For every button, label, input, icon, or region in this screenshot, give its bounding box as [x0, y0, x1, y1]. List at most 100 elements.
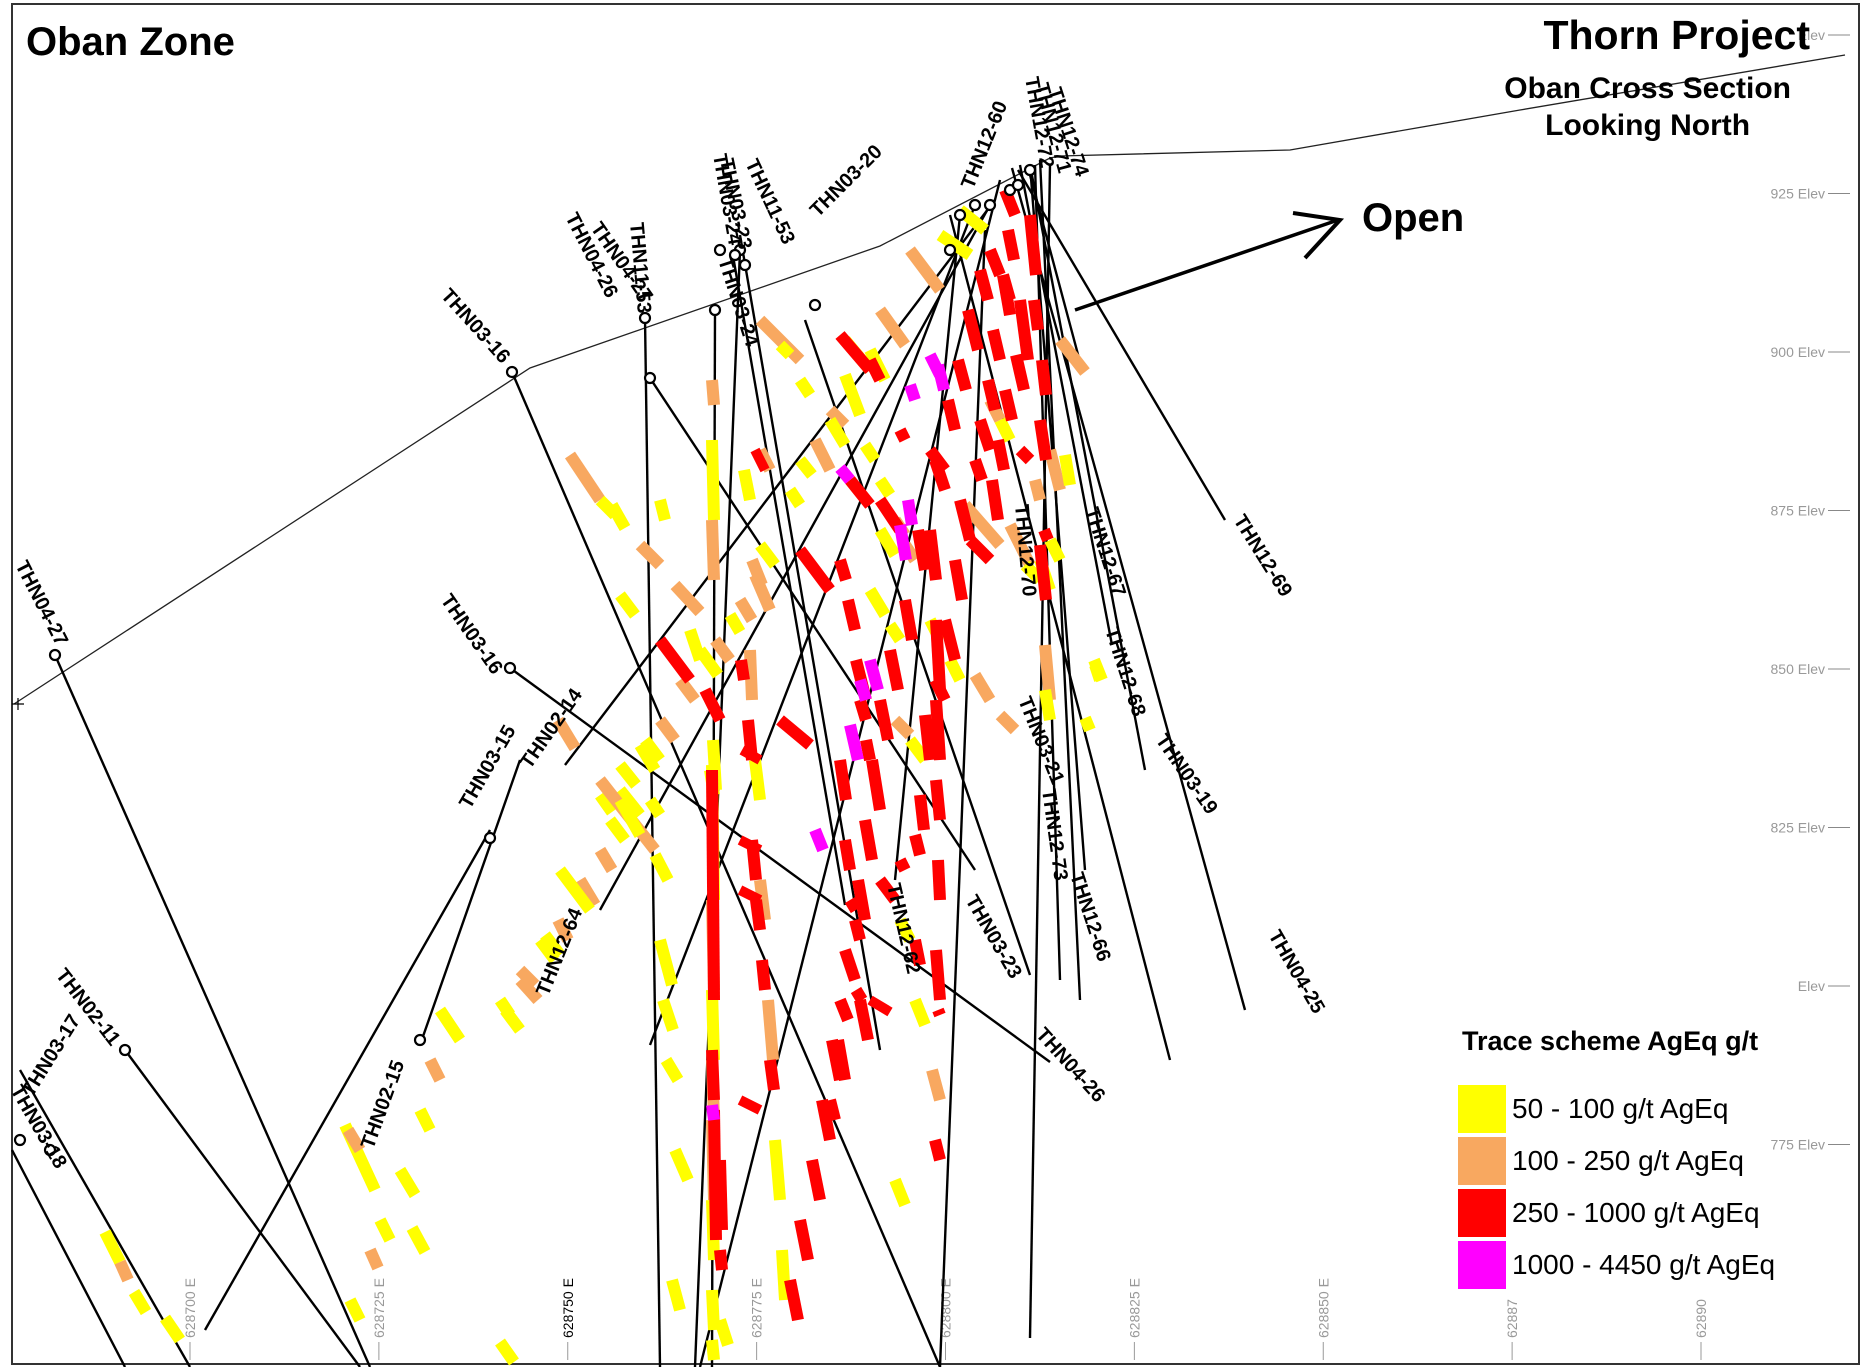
elevation-label: 850 Elev [1771, 661, 1825, 677]
assay-interval [816, 1098, 836, 1142]
legend-swatch [1458, 1189, 1506, 1237]
assay-interval [824, 416, 851, 449]
assay-interval [1034, 419, 1052, 461]
assay-interval [909, 833, 926, 857]
drill-trace [1038, 159, 1082, 1001]
assay-interval [954, 498, 976, 542]
assay-interval [939, 618, 961, 662]
assay-interval [930, 699, 946, 761]
easting-label: 628775 E [749, 1278, 765, 1338]
assay-interval [909, 938, 926, 967]
drill-trace [1028, 174, 1082, 363]
assay-interval [614, 797, 646, 838]
assay-interval [552, 917, 574, 943]
assay-interval [942, 398, 961, 432]
assay-interval [909, 997, 931, 1028]
assay-interval [905, 246, 945, 294]
assay-interval [435, 1006, 465, 1044]
assay-interval [645, 796, 665, 819]
drill-trace [510, 371, 942, 1368]
assay-interval [1036, 359, 1052, 396]
assay-interval [540, 931, 565, 959]
assay-interval [912, 528, 931, 572]
assay-interval [850, 986, 868, 1004]
assay-interval [669, 1147, 694, 1183]
assay-interval [930, 779, 946, 821]
assay-interval [929, 1138, 946, 1162]
assay-interval [1044, 537, 1066, 563]
drill-trace [738, 234, 882, 1051]
legend-label: 50 - 100 g/t AgEq [1512, 1093, 1729, 1124]
assay-interval [515, 965, 540, 990]
open-arrow-shaft [1074, 218, 1339, 312]
assay-interval [864, 658, 884, 692]
assay-interval [795, 546, 835, 594]
assay-interval [854, 678, 872, 702]
assay-interval [764, 1059, 780, 1091]
drill-trace-layer [10, 159, 1247, 1368]
assay-interval [839, 839, 856, 871]
drill-trace [938, 229, 987, 1368]
assay-interval [834, 759, 852, 801]
assay-interval [949, 558, 968, 602]
assay-interval [969, 458, 988, 482]
assay-interval [1089, 663, 1106, 682]
assay-interval [706, 519, 720, 581]
assay-interval [364, 1247, 384, 1271]
assay-interval [649, 852, 674, 883]
assay-interval [1015, 445, 1035, 465]
assay-interval [1039, 689, 1056, 721]
assay-interval [864, 357, 886, 383]
assay-interval [739, 745, 763, 765]
collar-marker [738, 258, 752, 272]
assay-interval [734, 596, 758, 624]
assay-interval [952, 358, 972, 392]
assay-interval [794, 1218, 814, 1262]
assay-interval [1024, 214, 1042, 276]
drill-trace [648, 204, 977, 1046]
assay-interval [997, 273, 1016, 302]
assay-interval [889, 1177, 911, 1208]
assay-interval [1004, 522, 1036, 568]
drill-trace [598, 204, 992, 911]
assay-interval [737, 1095, 763, 1115]
assay-interval [606, 502, 631, 531]
assay-interval [776, 1249, 791, 1301]
collar-marker [118, 1043, 132, 1057]
assay-interval [706, 1289, 720, 1331]
assay-interval [929, 458, 951, 492]
assay-interval [944, 657, 966, 683]
legend-swatch [1458, 1085, 1506, 1133]
easting-label: 62890 [1693, 1299, 1709, 1338]
assay-interval [995, 710, 1020, 735]
assay-interval [835, 464, 855, 484]
assay-interval [960, 501, 1005, 549]
collar-marker [808, 298, 822, 312]
collar-marker [503, 661, 517, 675]
assay-interval [866, 759, 886, 811]
legend-swatch [1458, 1241, 1506, 1289]
open-label: Open [1362, 196, 1465, 240]
elevation-label: 775 Elev [1771, 1137, 1825, 1153]
section-marker-cross [12, 698, 24, 710]
assay-interval [984, 247, 1006, 278]
assay-interval [834, 558, 852, 582]
assay-interval [859, 818, 878, 862]
assay-interval [926, 1068, 946, 1102]
assay-interval [932, 1007, 946, 1018]
assay-interval [552, 716, 581, 752]
collar-marker [968, 198, 982, 212]
collar-marker [43, 1143, 57, 1157]
assay-interval [635, 540, 665, 570]
legend: Trace scheme AgEq g/t 50 - 100 g/t AgEq 1… [1458, 1026, 1818, 1291]
easting-label: 62887 [1504, 1299, 1520, 1338]
easting-label: 628725 E [371, 1278, 387, 1338]
assay-interval [795, 376, 815, 399]
drill-trace [1016, 169, 1227, 521]
assay-interval [974, 418, 996, 452]
easting-label: 628800 E [938, 1278, 954, 1338]
drill-trace [509, 667, 1051, 1063]
assay-interval [706, 1049, 720, 1101]
assay-interval [867, 995, 893, 1017]
